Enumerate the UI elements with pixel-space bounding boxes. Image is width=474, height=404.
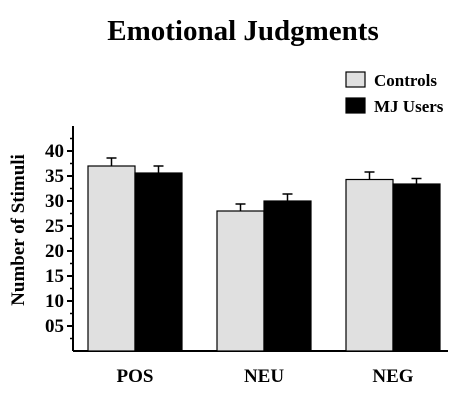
legend-label: Controls — [374, 71, 437, 90]
x-tick-label: POS — [117, 366, 154, 387]
bar-controls — [345, 178, 394, 352]
legend-swatch — [345, 71, 366, 88]
y-tick-label: 25 — [45, 216, 64, 237]
bar-controls — [216, 210, 265, 352]
y-axis-label: Number of Stimuli — [8, 154, 29, 306]
bar-controls — [87, 165, 136, 352]
y-tick-label: 05 — [45, 316, 64, 337]
bars — [87, 157, 441, 352]
y-tick-label: 40 — [45, 141, 64, 162]
legend-swatch — [345, 97, 366, 114]
x-tick-label: NEG — [372, 366, 413, 387]
chart-title: Emotional Judgments — [107, 15, 379, 47]
x-tick-label: NEU — [244, 366, 284, 387]
y-tick-label: 15 — [45, 266, 64, 287]
y-tick-label: 35 — [45, 166, 64, 187]
y-tick-label: 10 — [45, 291, 64, 312]
legend: Controls MJ Users — [345, 71, 444, 116]
bar-mj-users — [134, 172, 183, 352]
bar-mj-users — [263, 200, 312, 352]
bar-mj-users — [392, 183, 441, 352]
y-tick-label: 20 — [45, 241, 64, 262]
legend-label: MJ Users — [374, 97, 444, 116]
y-tick-label: 30 — [45, 191, 64, 212]
